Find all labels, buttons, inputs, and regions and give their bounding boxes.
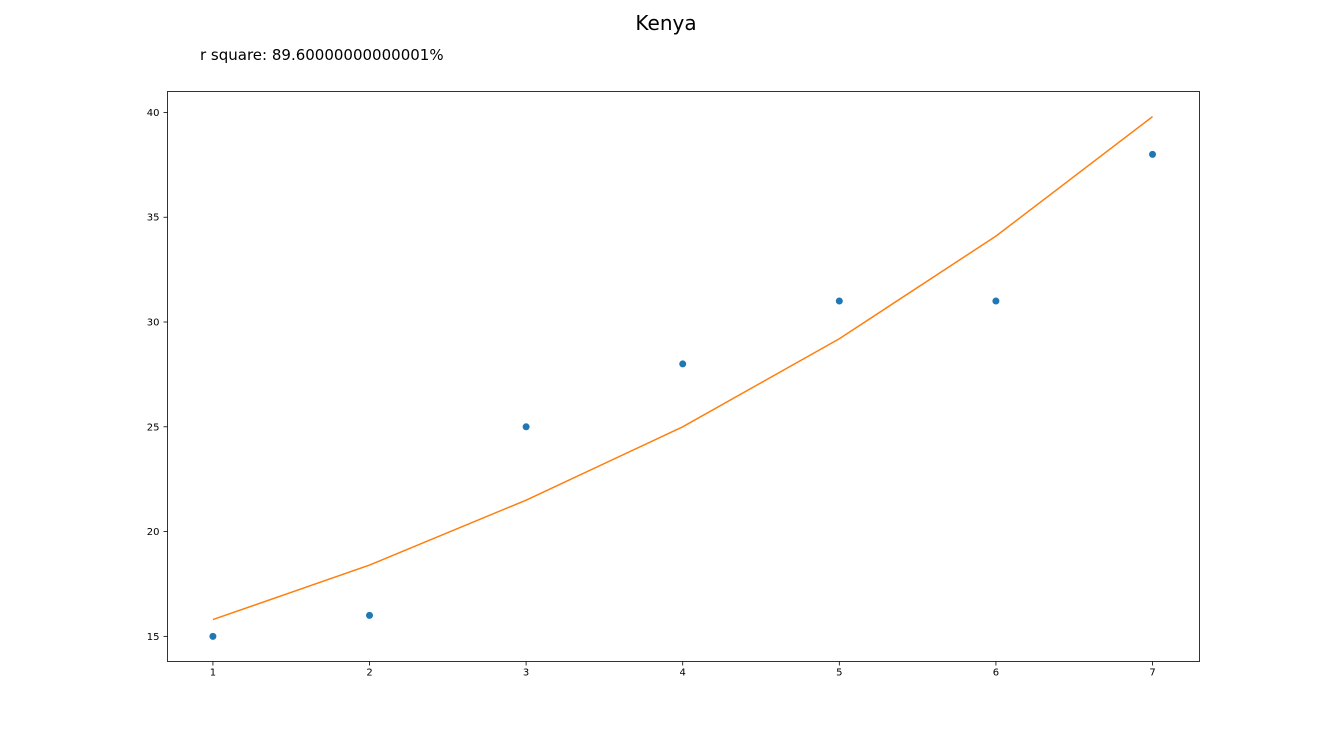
x-tick-label: 6 — [993, 668, 999, 679]
data-point — [209, 632, 217, 640]
x-tick-label: 5 — [836, 668, 842, 679]
y-tick-label: 20 — [147, 527, 160, 538]
fit-line — [212, 116, 1153, 621]
data-point — [522, 423, 530, 431]
data-point — [679, 360, 687, 368]
plot-area — [167, 91, 1200, 662]
x-tick-label: 2 — [366, 668, 372, 679]
x-tick-label: 1 — [210, 668, 216, 679]
y-tick-label: 30 — [147, 318, 160, 329]
series-layer — [209, 116, 1157, 640]
chart-title: Kenya — [635, 11, 696, 35]
y-tick-label: 15 — [147, 632, 160, 643]
y-tick-label: 40 — [147, 108, 160, 119]
r-square-annotation: r square: 89.60000000000001% — [200, 46, 444, 64]
x-axis: 1 2 3 4 5 6 7 — [210, 661, 1156, 679]
data-point — [835, 297, 843, 305]
plot-frame — [167, 91, 1200, 662]
x-tick-label: 7 — [1149, 668, 1155, 679]
data-point — [366, 611, 374, 619]
y-tick-label: 35 — [147, 213, 160, 224]
x-tick-label: 4 — [680, 668, 686, 679]
data-point — [1149, 150, 1157, 158]
y-axis: 15 20 25 30 35 40 — [147, 108, 168, 643]
data-point — [992, 297, 1000, 305]
x-tick-label: 3 — [523, 668, 529, 679]
y-tick-label: 25 — [147, 422, 160, 433]
